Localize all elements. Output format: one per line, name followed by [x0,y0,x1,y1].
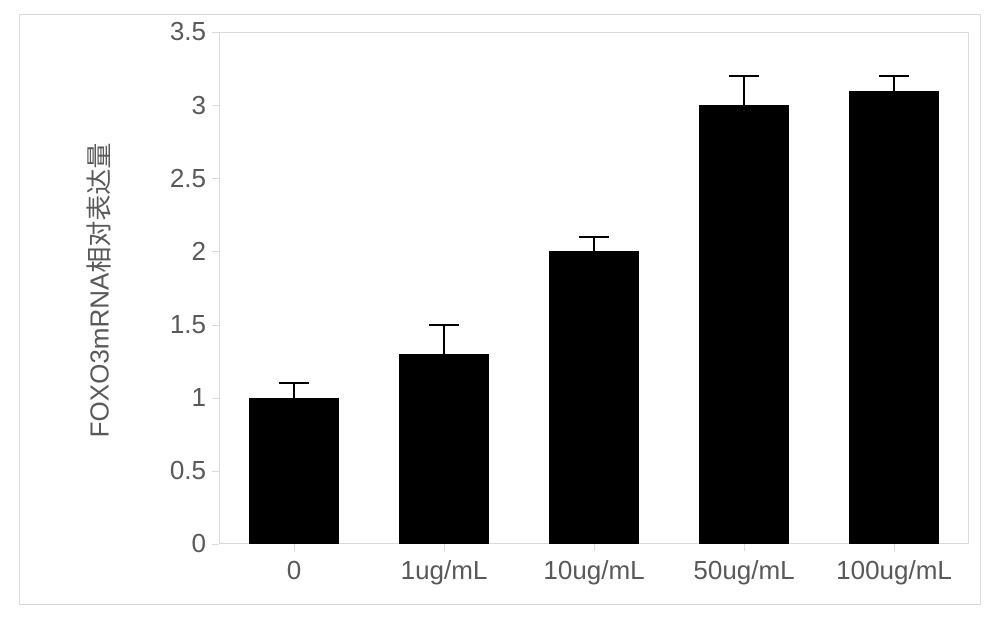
x-tick-mark [594,544,595,551]
bar [849,91,939,544]
errorbar-cap-top [729,75,759,77]
x-tick-mark [294,544,295,551]
errorbar-cap-top [429,324,459,326]
y-tick-mark [212,471,219,472]
errorbar-line [443,325,445,384]
y-tick-mark [212,178,219,179]
y-tick-label: 3 [126,90,206,121]
y-tick-label: 2 [126,236,206,267]
y-tick-mark [212,105,219,106]
y-tick-label: 1.5 [126,309,206,340]
errorbar-line [593,237,595,266]
y-tick-mark [212,398,219,399]
y-tick-mark [212,32,219,33]
y-tick-label: 2.5 [126,163,206,194]
x-tick-mark [894,544,895,551]
x-tick-label: 50ug/mL [669,555,819,586]
y-tick-label: 1 [126,382,206,413]
bar [549,251,639,544]
errorbar-line [893,76,895,105]
bar [699,105,789,544]
x-tick-label: 10ug/mL [519,555,669,586]
errorbar-cap-bottom [279,411,309,413]
y-axis-title: FOXO3mRNA相对表达量 [80,143,117,438]
x-tick-mark [444,544,445,551]
errorbar-cap-top [879,75,909,77]
x-tick-label: 0 [219,555,369,586]
errorbar-cap-bottom [429,382,459,384]
errorbar-line [293,383,295,412]
x-tick-mark [744,544,745,551]
y-tick-label: 0.5 [126,455,206,486]
x-tick-label: 100ug/mL [819,555,969,586]
errorbar-cap-bottom [879,104,909,106]
y-tick-mark [212,325,219,326]
y-tick-label: 3.5 [126,16,206,47]
errorbar-line [743,76,745,135]
errorbar-cap-top [579,236,609,238]
errorbar-cap-top [279,382,309,384]
y-tick-mark [212,544,219,545]
y-tick-label: 0 [126,528,206,559]
bar [249,398,339,544]
errorbar-cap-bottom [729,133,759,135]
x-tick-label: 1ug/mL [369,555,519,586]
errorbar-cap-bottom [579,265,609,267]
y-tick-mark [212,251,219,252]
